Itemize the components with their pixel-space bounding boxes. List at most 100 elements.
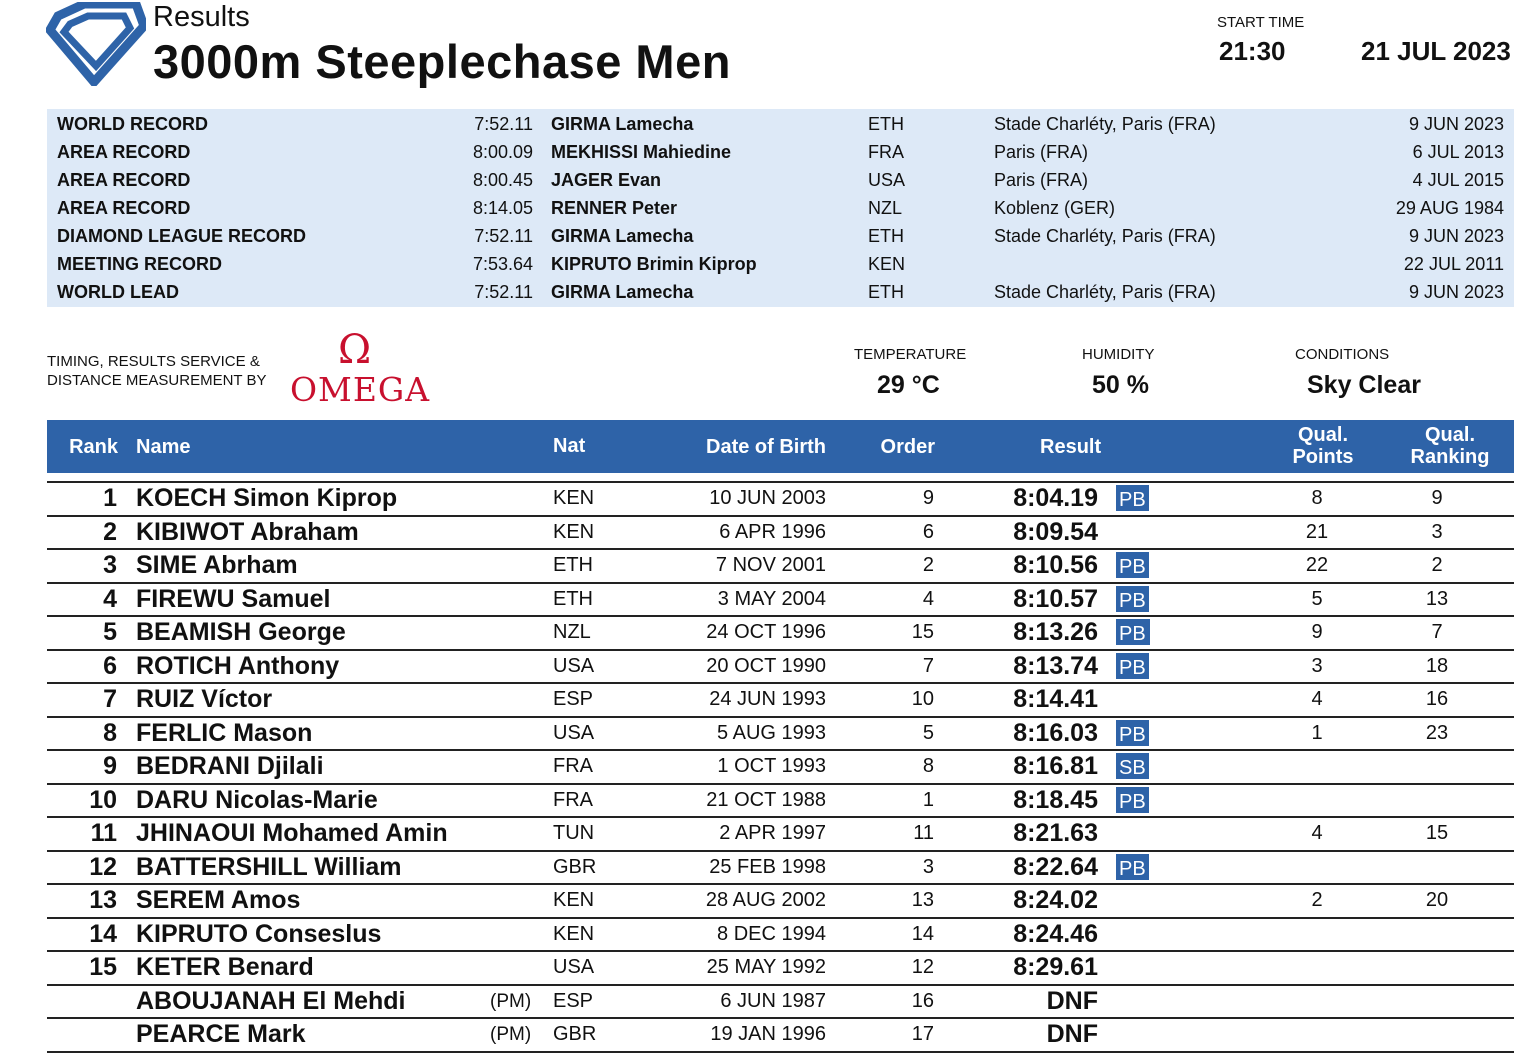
athlete-nat: NZL xyxy=(553,621,591,643)
results-table-header: Rank Name Nat Date of Birth Order Result… xyxy=(47,420,1514,473)
record-label: WORLD LEAD xyxy=(57,282,179,302)
column-header-order: Order xyxy=(880,436,935,458)
athlete-nat: USA xyxy=(553,654,595,677)
table-row: 12 BATTERSHILL William GBR 25 FEB 1998 3 8:22… xyxy=(47,852,1514,885)
start-order: 12 xyxy=(911,956,934,978)
column-header-name: Name xyxy=(136,436,191,458)
start-order: 3 xyxy=(922,855,934,878)
record-label: AREA RECORD xyxy=(57,142,191,162)
record-athlete: KIPRUTO Brimin Kiprop xyxy=(551,254,757,274)
record-athlete: JAGER Evan xyxy=(551,170,662,190)
start-order: 4 xyxy=(922,587,934,610)
athlete-nat: TUN xyxy=(553,822,595,844)
record-date: 22 JUL 2011 xyxy=(1403,254,1504,274)
result-time: 8:10.57 xyxy=(1013,584,1098,613)
record-venue: Stade Charléty, Paris (FRA) xyxy=(994,282,1216,302)
athlete-name: KETER Benard xyxy=(136,953,314,981)
result-time: 8:13.74 xyxy=(1013,651,1098,680)
record-athlete: GIRMA Lamecha xyxy=(551,282,694,302)
column-header-dob: Date of Birth xyxy=(706,436,826,458)
athlete-dob: 6 JUN 1987 xyxy=(720,989,826,1012)
record-time: 7:52.11 xyxy=(474,114,533,134)
table-row: 10 DARU Nicolas-Marie FRA 21 OCT 1988 1 8:18.… xyxy=(47,785,1514,818)
temperature-label: TEMPERATURE xyxy=(854,346,967,363)
record-badge: PB xyxy=(1116,853,1149,880)
qual-points: 21 xyxy=(1305,520,1329,543)
athlete-name: SEREM Amos xyxy=(136,886,301,914)
temperature-value: 29 °C xyxy=(877,371,940,399)
athlete-dob: 28 AUG 2002 xyxy=(705,889,826,911)
table-row: 13 SEREM Amos KEN 28 AUG 2002 13 8:24.02 2 20 xyxy=(47,885,1514,919)
record-date: 29 AUG 1984 xyxy=(1395,198,1504,218)
table-row: 3 SIME Abrham ETH 7 NOV 2001 2 8:10.56 22 2 PB xyxy=(47,550,1514,584)
record-row: AREA RECORD 8:00.09 MEKHISSI Mahiedine F… xyxy=(47,138,1514,166)
start-order: 11 xyxy=(913,822,934,844)
table-row: 11 JHINAOUI Mohamed Amin TUN 2 APR 1997 11 8:… xyxy=(47,818,1514,852)
athlete-name: DARU Nicolas-Marie xyxy=(136,785,378,814)
column-header-qual-ranking: Qual. Ranking xyxy=(1400,424,1500,468)
result-time: 8:10.56 xyxy=(1013,551,1098,579)
qual-points: 5 xyxy=(1311,587,1323,610)
qual-ranking: 3 xyxy=(1431,520,1443,543)
record-badge: PB xyxy=(1116,552,1149,578)
athlete-name: FIREWU Samuel xyxy=(136,584,331,613)
event-date: 21 JUL 2023 xyxy=(1361,36,1511,66)
result-rank: 12 xyxy=(89,852,117,881)
athlete-name: BEDRANI Djilali xyxy=(136,752,324,780)
result-rank: 5 xyxy=(103,618,117,646)
column-header-rank: Rank xyxy=(69,436,118,458)
qual-ranking: 16 xyxy=(1425,688,1449,710)
result-rank: 3 xyxy=(103,551,117,579)
athlete-nat: ETH xyxy=(553,587,593,610)
result-rank: 1 xyxy=(103,484,117,512)
column-header-qual-points-line1: Qual. xyxy=(1297,424,1348,446)
omega-logo: OMEGA xyxy=(290,370,431,409)
record-label: AREA RECORD xyxy=(57,198,191,218)
record-row: DIAMOND LEAGUE RECORD 7:52.11 GIRMA Lame… xyxy=(47,222,1514,250)
table-row: 4 FIREWU Samuel ETH 3 MAY 2004 4 8:10.57 5 13 PB xyxy=(47,584,1514,617)
athlete-dob: 2 APR 1997 xyxy=(719,822,826,844)
athlete-nat: KEN xyxy=(553,922,595,945)
athlete-name: BEAMISH George xyxy=(136,618,346,646)
start-order: 16 xyxy=(911,989,934,1012)
athlete-name: FERLIC Mason xyxy=(136,718,313,747)
record-row: AREA RECORD 8:14.05 RENNER Peter NZL Kob… xyxy=(47,194,1514,222)
athlete-nat: KEN xyxy=(553,889,595,911)
start-order: 2 xyxy=(922,554,934,576)
conditions-label: CONDITIONS xyxy=(1295,346,1390,363)
column-header-result: Result xyxy=(1040,436,1102,458)
result-time: 8:29.61 xyxy=(1013,953,1098,981)
record-time: 7:52.11 xyxy=(474,226,533,246)
record-time: 7:52.11 xyxy=(474,282,533,302)
record-badge: PB xyxy=(1116,719,1149,746)
record-nat: ETH xyxy=(868,114,904,134)
record-badge: PB xyxy=(1116,585,1149,612)
athlete-name: ABOUJANAH El Mehdi xyxy=(136,986,406,1015)
record-athlete: RENNER Peter xyxy=(551,198,678,218)
timing-credit: TIMING, RESULTS SERVICE & DISTANCE MEASU… xyxy=(47,352,266,390)
record-nat: KEN xyxy=(868,254,906,274)
start-order: 9 xyxy=(922,487,934,509)
athlete-nat: ESP xyxy=(553,989,594,1012)
result-rank: 2 xyxy=(103,517,117,546)
athlete-name: ROTICH Anthony xyxy=(136,651,340,680)
start-time-label: START TIME xyxy=(1217,14,1305,31)
record-badge: PB xyxy=(1116,485,1149,511)
record-venue: Koblenz (GER) xyxy=(994,198,1116,218)
result-time: 8:09.54 xyxy=(1013,517,1098,546)
record-row: WORLD RECORD 7:52.11 GIRMA Lamecha ETH S… xyxy=(47,110,1514,138)
start-order: 10 xyxy=(911,688,934,710)
record-athlete: GIRMA Lamecha xyxy=(551,114,694,134)
qual-points: 3 xyxy=(1311,654,1323,677)
record-time: 8:00.45 xyxy=(472,170,533,190)
record-badge: PB xyxy=(1116,786,1149,813)
qual-ranking: 18 xyxy=(1425,654,1449,677)
page-title: 3000m Steeplechase Men xyxy=(153,35,731,88)
athlete-nat: USA xyxy=(553,956,595,978)
record-badge: SB xyxy=(1116,753,1149,779)
athlete-dob: 24 JUN 1993 xyxy=(709,688,826,710)
record-date: 6 JUL 2013 xyxy=(1412,142,1504,162)
record-label: MEETING RECORD xyxy=(57,254,223,274)
column-header-qual-points: Qual. Points xyxy=(1283,424,1363,468)
athlete-dob: 10 JUN 2003 xyxy=(709,487,826,509)
